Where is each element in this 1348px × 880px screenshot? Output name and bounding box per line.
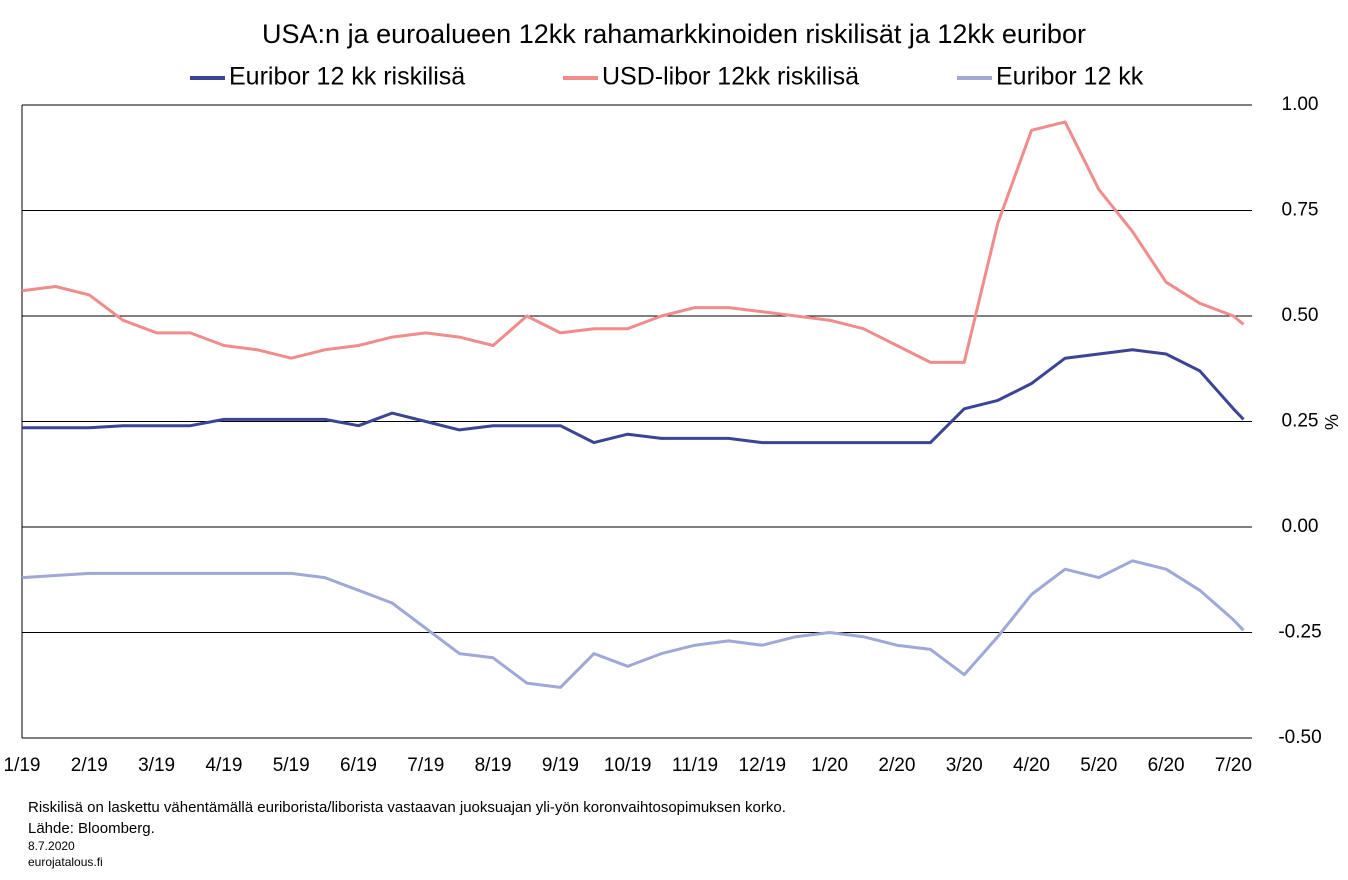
x-tick-label: 9/19	[542, 755, 579, 776]
x-tick-label: 4/19	[205, 755, 242, 776]
y-tick-label: 0.25	[1282, 411, 1319, 432]
x-tick-label: 1/20	[811, 755, 848, 776]
x-tick-label: 12/19	[739, 755, 787, 776]
y-tick-label: -0.25	[1278, 622, 1321, 643]
y-tick-label: 0.75	[1282, 200, 1319, 221]
series-line	[22, 348, 1245, 445]
x-tick-label: 11/19	[672, 755, 718, 776]
y-tick-label: 0.50	[1282, 305, 1319, 326]
x-tick-label: 3/20	[946, 755, 983, 776]
footnote: 8.7.2020	[28, 839, 75, 853]
series-line	[21, 559, 1245, 689]
x-tick-label: 10/19	[604, 755, 652, 776]
x-tick-label: 1/19	[4, 755, 41, 776]
x-tick-label: 5/20	[1080, 755, 1117, 776]
x-tick-label: 4/20	[1013, 755, 1050, 776]
legend-label: USD-libor 12kk riskilisä	[602, 63, 859, 91]
chart-title: USA:n ja euroalueen 12kk rahamarkkinoide…	[262, 19, 1086, 49]
y-tick-label: -0.50	[1278, 727, 1321, 748]
legend-label: Euribor 12 kk	[996, 63, 1144, 91]
footnote: Lähde: Bloomberg.	[28, 820, 155, 837]
legend-label: Euribor 12 kk riskilisä	[229, 63, 465, 91]
x-tick-label: 2/19	[71, 755, 108, 776]
x-tick-label: 8/19	[475, 755, 512, 776]
x-tick-label: 2/20	[878, 755, 915, 776]
x-tick-label: 6/20	[1148, 755, 1185, 776]
series-line	[21, 120, 1245, 364]
x-tick-label: 6/19	[340, 755, 377, 776]
x-tick-label: 3/19	[138, 755, 175, 776]
x-tick-label: 7/19	[407, 755, 444, 776]
footnote: eurojatalous.fi	[28, 855, 103, 869]
x-tick-label: 7/20	[1215, 755, 1252, 776]
y-axis-label: %	[1322, 414, 1342, 430]
y-tick-label: 1.00	[1282, 94, 1319, 115]
footnote: Riskilisä on laskettu vähentämällä eurib…	[28, 799, 786, 816]
y-tick-label: 0.00	[1282, 516, 1319, 537]
x-tick-label: 5/19	[273, 755, 310, 776]
